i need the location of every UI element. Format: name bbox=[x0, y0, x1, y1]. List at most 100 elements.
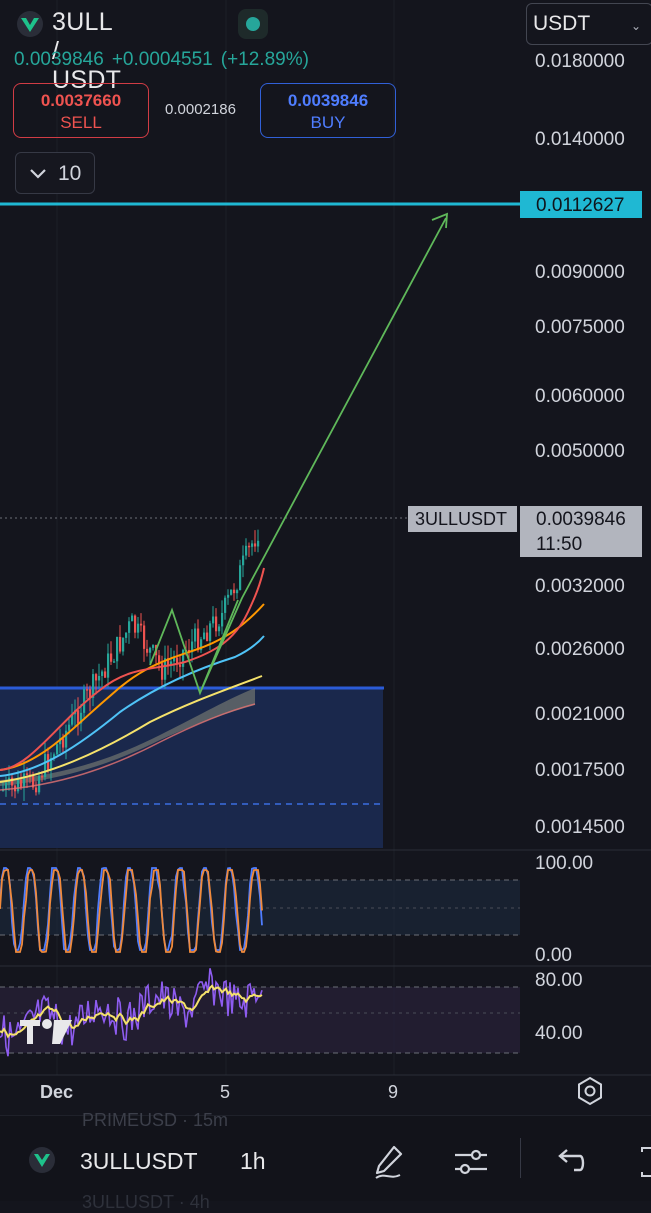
candle-body bbox=[50, 757, 53, 771]
lot-size-selector[interactable]: 10 bbox=[15, 152, 95, 194]
price-axis-label: 0.0021000 bbox=[535, 704, 625, 725]
candle-body bbox=[2, 789, 5, 792]
candle-body bbox=[92, 674, 95, 698]
candle-body bbox=[245, 545, 248, 556]
pair-title[interactable]: 3ULL / USDT bbox=[52, 8, 122, 94]
candle-body bbox=[140, 623, 143, 626]
projection-arrow-icon bbox=[431, 212, 449, 229]
candle-body bbox=[128, 621, 131, 633]
sell-label: SELL bbox=[60, 113, 102, 132]
candle-body bbox=[131, 615, 134, 622]
candle-body bbox=[176, 657, 179, 665]
price-chart[interactable]: 0.0180000 0.0140000 0.0090000 0.0075000 0.00… bbox=[0, 0, 651, 1115]
candle-body bbox=[200, 639, 203, 651]
candle-body bbox=[110, 653, 113, 662]
timeframe-button[interactable]: 1h bbox=[240, 1148, 266, 1174]
symbol-button[interactable]: 3ULLUSDT bbox=[80, 1148, 198, 1174]
price-axis-label: 0.0180000 bbox=[535, 51, 625, 72]
price-axis-label: 0.0017500 bbox=[535, 760, 625, 781]
candle-body bbox=[101, 671, 104, 676]
candle-body bbox=[86, 689, 89, 691]
candle-body bbox=[23, 773, 26, 788]
candle-body bbox=[107, 653, 110, 678]
indicators-icon[interactable] bbox=[451, 1142, 491, 1182]
candle-body bbox=[221, 612, 224, 627]
candle-body bbox=[215, 616, 218, 632]
chevron-down-icon bbox=[30, 169, 46, 179]
price-axis-label: 0.0026000 bbox=[535, 639, 625, 660]
candle-body bbox=[161, 663, 164, 680]
osc2-label-bottom: 40.00 bbox=[535, 1023, 583, 1044]
rsi-ma-line bbox=[0, 984, 263, 1039]
price-change-line: 0.0039846 +0.0004551 (+12.89%) bbox=[14, 49, 317, 71]
candle-body bbox=[113, 661, 116, 663]
price-change: +0.0004551 bbox=[111, 49, 213, 70]
candle-body bbox=[164, 658, 167, 680]
candle-body bbox=[212, 616, 215, 624]
candle-body bbox=[242, 555, 245, 566]
candle-body bbox=[5, 782, 8, 790]
spread-value: 0.0002186 bbox=[165, 101, 236, 118]
projection-path[interactable] bbox=[149, 217, 447, 696]
candle-body bbox=[224, 597, 227, 613]
3ull-logo-icon[interactable] bbox=[14, 10, 46, 38]
currency-selector[interactable]: USDT ⌄ bbox=[526, 3, 651, 45]
sell-button[interactable]: 0.0037660 SELL bbox=[13, 83, 149, 138]
candle-body bbox=[59, 738, 62, 745]
candle-body bbox=[197, 628, 200, 651]
drawing-tools-icon[interactable] bbox=[370, 1142, 410, 1182]
price-change-pct: (+12.89%) bbox=[220, 49, 309, 70]
candle-body bbox=[83, 689, 86, 713]
target-price-tag bbox=[520, 191, 642, 218]
buy-price: 0.0039846 bbox=[287, 91, 369, 110]
candle-body bbox=[251, 543, 254, 547]
fullscreen-icon[interactable] bbox=[632, 1142, 651, 1182]
candle-body bbox=[218, 626, 221, 632]
candle-body bbox=[32, 775, 35, 788]
current-price-label: 0.0039846 bbox=[536, 509, 626, 530]
candle-body bbox=[167, 658, 170, 666]
candle-body bbox=[95, 674, 98, 681]
candle-body bbox=[116, 636, 119, 662]
time-label-dec: Dec bbox=[40, 1082, 73, 1102]
symbol-tag-label: 3ULLUSDT bbox=[415, 509, 507, 529]
current-price-tag bbox=[520, 506, 642, 557]
ma-yellow bbox=[0, 675, 263, 783]
candle-body bbox=[65, 730, 68, 748]
candle-body bbox=[104, 671, 107, 678]
candle-body bbox=[179, 664, 182, 667]
candle-body bbox=[137, 623, 140, 633]
candle-body bbox=[230, 589, 233, 595]
candle-body bbox=[239, 565, 242, 591]
osc1-label-bottom: 0.00 bbox=[535, 945, 572, 966]
chart-settings-icon[interactable] bbox=[574, 1075, 606, 1107]
price-axis-label: 0.0060000 bbox=[535, 386, 625, 407]
price-axis-label: 0.0014500 bbox=[535, 817, 625, 838]
candle-body bbox=[170, 661, 173, 666]
target-price-label: 0.0112627 bbox=[536, 195, 624, 216]
market-status-icon[interactable] bbox=[238, 9, 268, 39]
candle-body bbox=[68, 724, 71, 731]
candle-body bbox=[17, 779, 20, 792]
price-axis-label: 0.0050000 bbox=[535, 441, 625, 462]
price-axis-label: 0.0075000 bbox=[535, 317, 625, 338]
next-symbol-hint: 3ULLUSDT · 4h bbox=[82, 1192, 210, 1212]
candle-body bbox=[233, 589, 236, 594]
candle-body bbox=[257, 540, 260, 547]
candle-body bbox=[62, 738, 65, 748]
previous-symbol-hint: PRIMEUSD · 15m bbox=[82, 1110, 229, 1130]
candle-body bbox=[89, 689, 92, 698]
buy-label: BUY bbox=[310, 113, 346, 132]
stoch-d-line bbox=[0, 869, 263, 953]
support-zone[interactable] bbox=[0, 688, 383, 848]
price-axis[interactable]: 0.0180000 0.0140000 0.0090000 0.0075000 0.00… bbox=[535, 51, 625, 838]
ma-pink bbox=[0, 703, 256, 791]
osc1-label-top: 100.00 bbox=[535, 853, 593, 874]
buy-button[interactable]: 0.0039846 BUY bbox=[260, 83, 396, 138]
candle-body bbox=[152, 645, 155, 648]
candle-body bbox=[20, 779, 23, 788]
undo-icon[interactable] bbox=[550, 1142, 590, 1182]
time-label-9: 9 bbox=[388, 1082, 398, 1102]
candle-body bbox=[53, 754, 56, 758]
candle-body bbox=[56, 744, 59, 755]
